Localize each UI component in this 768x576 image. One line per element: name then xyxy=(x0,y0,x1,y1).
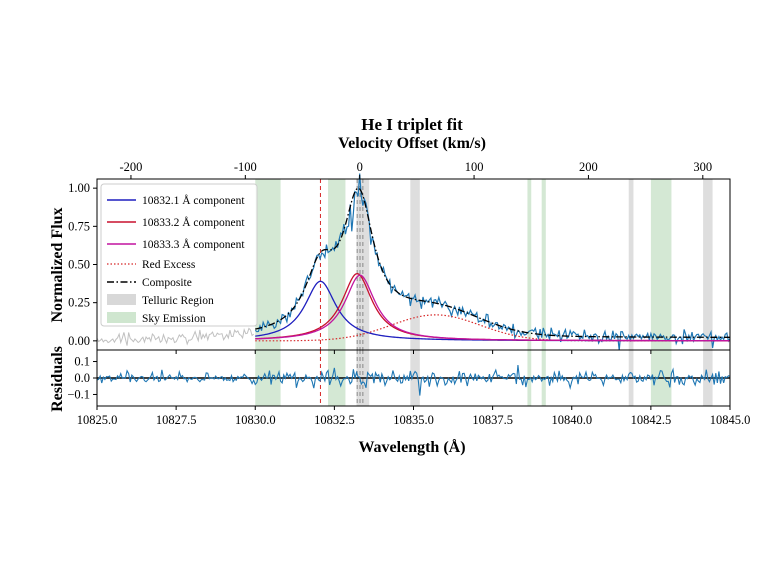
sky-emission-region-1 xyxy=(328,179,346,350)
excluded-data-line xyxy=(96,327,254,346)
y-tick-label-2: 0.50 xyxy=(68,258,90,272)
legend: 10832.1 Å component 10833.2 Å component … xyxy=(100,183,258,327)
top-tick-label-5: 300 xyxy=(693,160,712,174)
red-excess-line xyxy=(255,314,730,342)
legend-label-component-2: 10833.2 Å component xyxy=(142,215,245,229)
sky-emission-region-2 xyxy=(527,179,532,350)
y-tick-label-0: 0.00 xyxy=(68,334,90,348)
top-tick-label-2: 0 xyxy=(357,160,363,174)
observed-flux-line xyxy=(254,173,731,351)
y-tick-label-4: 1.00 xyxy=(68,181,90,195)
top-tick-label-4: 200 xyxy=(579,160,598,174)
y-tick-label-1: 0.25 xyxy=(68,296,90,310)
legend-label-component-3: 10833.3 Å component xyxy=(142,237,245,251)
top-tick-label-0: -200 xyxy=(119,160,142,174)
legend-label-telluric: Telluric Region xyxy=(142,295,214,307)
composite-line xyxy=(255,187,730,338)
top-tick-label-1: -100 xyxy=(234,160,257,174)
x-tick-label-1: 10827.5 xyxy=(156,413,197,427)
chart-title: He I triplet fit xyxy=(361,115,463,134)
x-tick-label-0: 10825.0 xyxy=(77,413,118,427)
x-axis-label: Wavelength (Å) xyxy=(358,438,465,456)
res-tick-label-1: 0.0 xyxy=(74,371,90,385)
x-tick-label-2: 10830.0 xyxy=(235,413,276,427)
telluric-region-2 xyxy=(628,179,634,350)
main-panel-background xyxy=(255,179,713,350)
residual-panel-lines xyxy=(96,364,731,396)
res-tick-label-2: 0.1 xyxy=(74,355,90,369)
main-panel-lines xyxy=(96,173,731,351)
top-axis-label: Velocity Offset (km/s) xyxy=(338,135,486,152)
legend-label-composite: Composite xyxy=(142,277,192,289)
legend-label-component-1: 10832.1 Å component xyxy=(142,193,245,207)
top-tick-label-3: 100 xyxy=(465,160,484,174)
component-line-3 xyxy=(255,274,730,342)
x-tick-label-5: 10837.5 xyxy=(472,413,513,427)
legend-swatch-telluric xyxy=(107,294,136,305)
sky-emission-region-4 xyxy=(650,179,672,350)
axis-ticks: 10825.0 10827.5 10830.0 10832.5 10835.0 10837… xyxy=(67,160,750,427)
telluric-region-3 xyxy=(703,179,713,350)
x-tick-label-7: 10842.5 xyxy=(631,413,672,427)
legend-label-red-excess: Red Excess xyxy=(142,259,196,271)
x-tick-label-4: 10835.0 xyxy=(393,413,434,427)
telluric-region-1 xyxy=(410,179,420,350)
sky-emission-region-3 xyxy=(541,179,546,350)
residual-axis-label: Residuals xyxy=(49,346,66,412)
y-axis-label: Normalized Flux xyxy=(49,207,66,322)
legend-box xyxy=(100,183,258,327)
x-tick-label-8: 10845.0 xyxy=(710,413,751,427)
y-tick-label-3: 0.75 xyxy=(68,219,90,233)
res-tick-label-0: −0.1 xyxy=(67,387,90,401)
legend-swatch-sky xyxy=(107,312,136,323)
x-tick-label-6: 10840.0 xyxy=(551,413,592,427)
residuals-line xyxy=(96,364,731,396)
legend-label-sky: Sky Emission xyxy=(142,313,206,325)
x-tick-label-3: 10832.5 xyxy=(314,413,355,427)
